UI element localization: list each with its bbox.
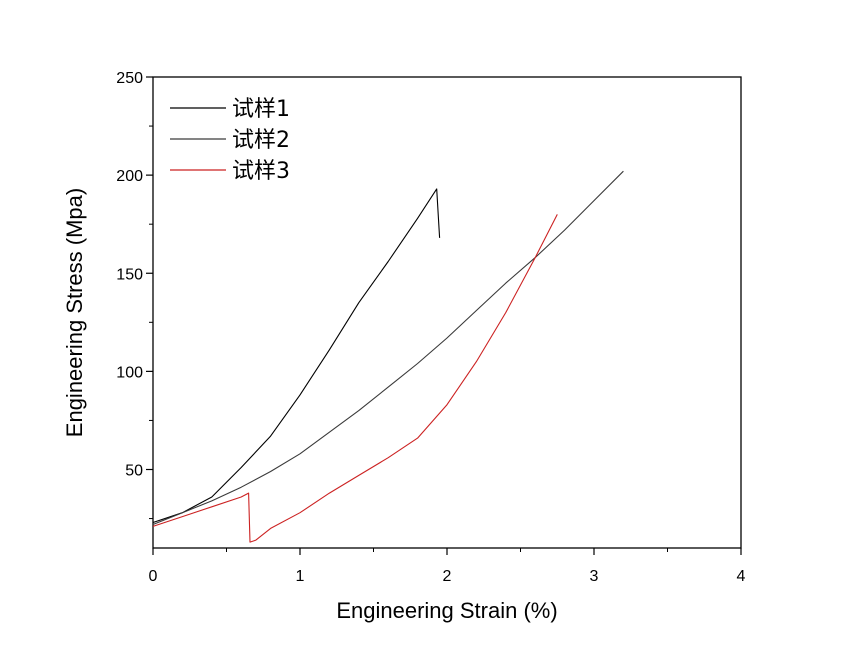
x-tick-label: 0: [149, 568, 158, 585]
series-line-1: [152, 188, 441, 524]
x-tick-label: 4: [737, 568, 746, 585]
axis-ticks: [146, 76, 742, 555]
legend-label-2: 试样2: [232, 128, 290, 153]
x-axis-title: Engineering Strain (%): [336, 598, 557, 623]
x-tick-label: 3: [590, 568, 599, 585]
y-tick-label: 250: [116, 70, 143, 87]
y-tick-label: 100: [116, 364, 143, 381]
y-tick-label: 50: [125, 463, 143, 480]
series-line-3: [152, 214, 558, 543]
x-tick-label: 2: [443, 568, 452, 585]
y-tick-label: 150: [116, 266, 143, 283]
legend-label-3: 试样3: [232, 159, 290, 184]
legend-label-1: 试样1: [232, 97, 290, 122]
series-line-2: [152, 170, 624, 526]
tick-labels: 0 1 2 3 4 50 100 150 200 250: [116, 70, 745, 585]
series-lines: [152, 170, 624, 543]
x-tick-label: 1: [296, 568, 305, 585]
legend: 试样1 试样2 试样3: [170, 97, 290, 184]
y-axis-title: Engineering Stress (Mpa): [62, 188, 87, 437]
y-tick-label: 200: [116, 168, 143, 185]
